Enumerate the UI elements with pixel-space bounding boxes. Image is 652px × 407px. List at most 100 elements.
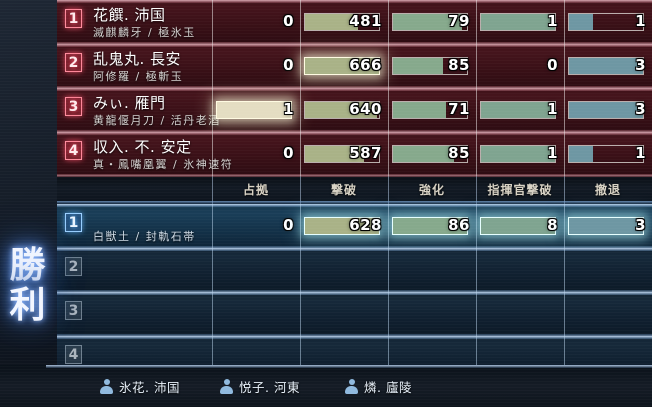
header-separator	[300, 176, 301, 204]
stat-bar-cmdkill	[480, 101, 556, 119]
table-row[interactable]: 2 乱鬼丸. 長安 阿修羅 / 極斬玉 0 666 85 0 3	[57, 44, 652, 88]
stat-cell-enhance	[388, 248, 476, 292]
stat-cell-cmdkill: 1	[476, 0, 564, 44]
footer-player[interactable]: 氷花. 沛国	[100, 377, 180, 396]
column-separator	[388, 132, 389, 176]
player-loadout: 真・鳳嘴凰翼 / 氷神速符	[93, 158, 234, 171]
stat-bar-fill	[393, 14, 462, 30]
column-header-retreat: 撤退	[594, 183, 621, 197]
stat-bar-defeat	[304, 217, 380, 235]
stat-value-occupy: 0	[283, 56, 294, 74]
stat-value-enhance: 79	[448, 12, 470, 30]
column-separator	[212, 292, 213, 336]
stat-value-defeat: 666	[349, 56, 382, 74]
player-name: みぃ. 雁門	[93, 94, 166, 112]
person-icon	[345, 379, 358, 394]
stat-bar-fill	[569, 14, 594, 30]
stat-bar-fill	[569, 218, 643, 234]
column-separator	[212, 132, 213, 176]
stat-cell-occupy	[212, 292, 300, 336]
stat-cell-occupy: 0	[212, 204, 300, 248]
column-separator	[388, 0, 389, 44]
table-row[interactable]: 3	[57, 292, 652, 336]
stat-cell-cmdkill	[476, 248, 564, 292]
verdict-line-2: 利	[9, 285, 47, 326]
stat-cell-retreat: 3	[564, 204, 652, 248]
stat-bar-fill	[305, 146, 365, 162]
stat-bar-defeat	[304, 145, 380, 163]
stat-cell-cmdkill: 1	[476, 132, 564, 176]
person-icon	[100, 379, 113, 394]
footer-player-name: 悦子. 河東	[239, 380, 300, 395]
stat-cell-enhance: 85	[388, 44, 476, 88]
stat-bar-fill	[305, 58, 379, 74]
stat-bar-retreat	[568, 13, 644, 31]
stat-cell-defeat: 587	[300, 132, 388, 176]
stat-bar-fill	[569, 146, 594, 162]
column-separator	[476, 336, 477, 380]
column-separator	[476, 88, 477, 132]
stat-cell-defeat	[300, 292, 388, 336]
stat-value-enhance: 86	[448, 216, 470, 234]
player-name: 乱鬼丸. 長安	[93, 50, 182, 68]
footer-player-name: 燐. 廬陵	[364, 380, 412, 395]
stat-bar-fill	[393, 102, 447, 118]
row-top-edge	[57, 292, 652, 295]
row-bottom-edge	[57, 334, 652, 336]
row-background	[57, 292, 652, 336]
column-separator	[212, 0, 213, 44]
row-top-edge	[57, 132, 652, 135]
table-row[interactable]: 1 白獣土 / 封軌石帯 0 628 86 8 3	[57, 204, 652, 248]
stat-bar-enhance	[392, 145, 468, 163]
stat-value-retreat: 3	[635, 216, 646, 234]
row-top-edge	[57, 204, 652, 207]
stat-cell-occupy	[212, 248, 300, 292]
player-name: 花饌. 沛国	[93, 6, 166, 24]
left-gutter	[0, 0, 57, 365]
column-separator	[388, 292, 389, 336]
stat-value-cmdkill: 8	[547, 216, 558, 234]
stat-bar-retreat	[568, 217, 644, 235]
header-separator	[564, 176, 565, 204]
column-separator	[388, 204, 389, 248]
table-row[interactable]: 1 花饌. 沛国 滅麒麟牙 / 極氷玉 0 481 79 1 1	[57, 0, 652, 44]
header-separator	[212, 176, 213, 204]
column-separator	[212, 44, 213, 88]
footer-player[interactable]: 燐. 廬陵	[345, 377, 412, 396]
stat-value-cmdkill: 1	[547, 12, 558, 30]
rank-badge: 2	[65, 257, 82, 276]
player-loadout: 滅麒麟牙 / 極氷玉	[93, 26, 196, 39]
rank-badge: 3	[65, 301, 82, 320]
column-separator	[564, 204, 565, 248]
rank-badge: 2	[65, 53, 82, 72]
red-team-rows: 1 花饌. 沛国 滅麒麟牙 / 極氷玉 0 481 79 1 1 2 乱鬼丸. 長安 阿修羅 / 極…	[57, 0, 652, 176]
table-row[interactable]: 2	[57, 248, 652, 292]
column-separator	[564, 44, 565, 88]
table-row[interactable]: 4 収入. 不. 安定 真・鳳嘴凰翼 / 氷神速符 0 587 85 1 1	[57, 132, 652, 176]
stat-cell-enhance	[388, 292, 476, 336]
stat-value-enhance: 71	[448, 100, 470, 118]
stat-bar-defeat	[304, 13, 380, 31]
player-loadout: 黄龍偃月刀 / 活丹老酒	[93, 114, 221, 127]
stat-bar-fill	[393, 146, 454, 162]
stat-value-occupy: 0	[283, 216, 294, 234]
stat-value-occupy: 1	[283, 100, 294, 118]
rank-badge: 4	[65, 141, 82, 160]
column-separator	[388, 44, 389, 88]
column-separator	[476, 132, 477, 176]
column-separator	[300, 132, 301, 176]
stat-bar-retreat	[568, 145, 644, 163]
row-bottom-edge	[57, 86, 652, 88]
stat-cell-occupy: 0	[212, 0, 300, 44]
table-row[interactable]: 3 みぃ. 雁門 黄龍偃月刀 / 活丹老酒 1 640 71 1 3	[57, 88, 652, 132]
column-separator	[300, 204, 301, 248]
stat-cell-enhance: 86	[388, 204, 476, 248]
row-bottom-edge	[57, 290, 652, 292]
stat-value-retreat: 1	[635, 12, 646, 30]
stat-cell-retreat: 1	[564, 0, 652, 44]
column-separator	[564, 88, 565, 132]
stat-cell-defeat	[300, 248, 388, 292]
stat-bar-enhance	[392, 57, 468, 75]
row-top-edge	[57, 0, 652, 3]
footer-player[interactable]: 悦子. 河東	[220, 377, 300, 396]
